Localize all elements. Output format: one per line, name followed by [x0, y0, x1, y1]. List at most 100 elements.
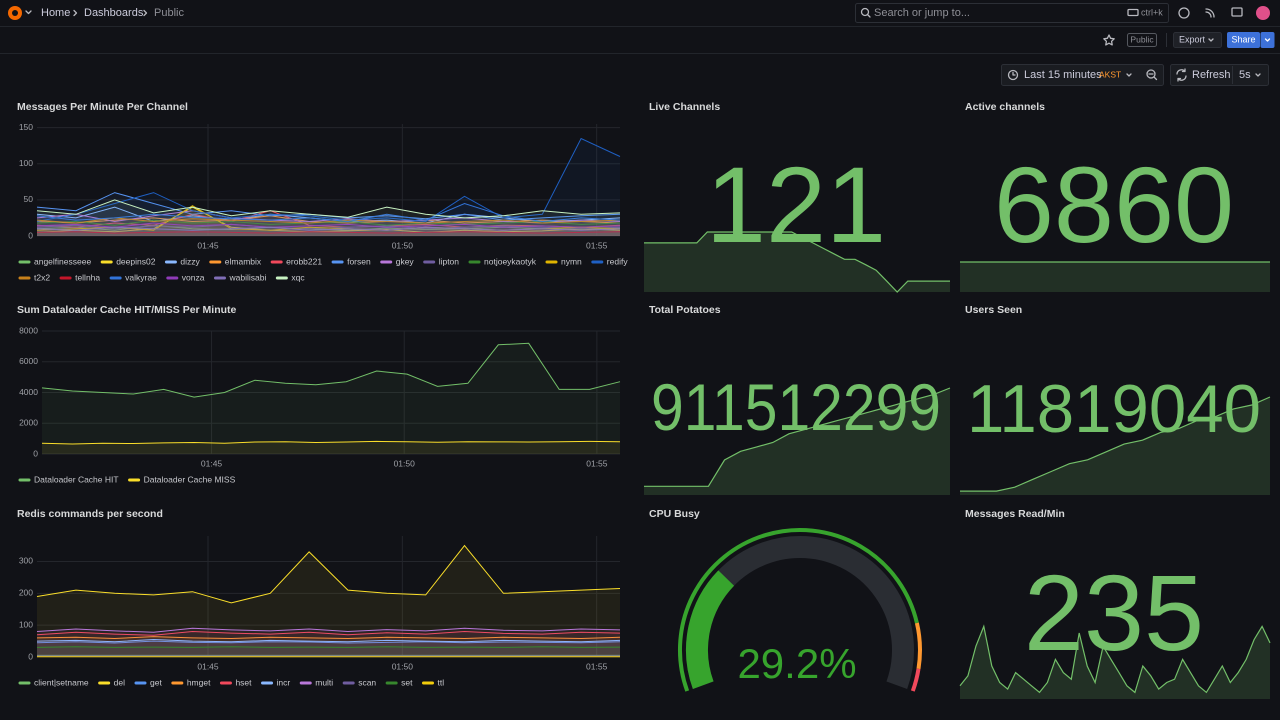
logo[interactable]	[8, 6, 32, 20]
x-tick-label: 01:50	[392, 240, 414, 250]
legend-label: valkyrae	[125, 272, 157, 282]
y-tick-label: 8000	[19, 325, 38, 335]
legend-label: del	[114, 677, 125, 687]
y-tick-label: 2000	[19, 418, 38, 428]
y-tick-label: 100	[19, 619, 33, 629]
panel-title: CPU Busy	[649, 508, 700, 520]
gauge-value	[686, 570, 735, 689]
refresh-icon	[1176, 68, 1187, 82]
button-label: Share	[1231, 34, 1255, 44]
breadcrumb: Public	[154, 7, 184, 19]
button-bg	[1170, 64, 1269, 86]
stat-value: 11819040	[967, 371, 1261, 447]
y-tick-label: 0	[33, 448, 38, 458]
clock-icon	[1007, 69, 1019, 81]
panel-title: Live Channels	[649, 101, 720, 113]
series-line	[41, 342, 621, 398]
search-box[interactable]: Search or jump to... ctrl+k	[855, 3, 1169, 23]
breadcrumb[interactable]: Home	[41, 7, 70, 19]
sparkline-line	[644, 387, 951, 487]
panel-title: Sum Dataloader Cache HIT/MISS Per Minute	[17, 304, 237, 316]
y-tick-label: 0	[28, 230, 33, 240]
legend-label: hset	[235, 677, 252, 687]
stat-value: 6860	[994, 144, 1234, 265]
x-tick-label: 01:55	[586, 458, 608, 468]
avatar[interactable]	[1256, 6, 1270, 20]
refresh-label: Refresh	[1192, 69, 1231, 81]
breadcrumb-separator	[143, 9, 148, 17]
search-placeholder: Search or jump to...	[874, 7, 970, 19]
x-tick-label: 01:45	[197, 240, 219, 250]
sparkline-area	[644, 232, 950, 292]
news-icon[interactable]	[1205, 8, 1215, 18]
share-button[interactable]: Share	[1227, 32, 1275, 48]
legend-label: set	[401, 677, 413, 687]
series-area	[37, 628, 620, 657]
series-line	[36, 630, 621, 636]
x-tick-label: 01:55	[586, 661, 608, 671]
series-line	[36, 202, 621, 223]
series-line	[36, 222, 621, 228]
chevron	[1208, 38, 1214, 42]
x-tick-label: 01:45	[201, 458, 223, 468]
sparkline-line	[644, 231, 950, 293]
breadcrumb-separator	[73, 9, 78, 17]
y-tick-label: 4000	[19, 387, 38, 397]
keyboard-icon	[1127, 8, 1139, 17]
y-tick-label: 150	[19, 122, 33, 132]
series-line	[36, 646, 621, 648]
series-area	[37, 207, 620, 236]
logo-hole	[12, 10, 18, 16]
legend-label: Dataloader Cache HIT	[34, 474, 119, 484]
legend-label: nymn	[561, 256, 582, 266]
legend-label: multi	[315, 677, 333, 687]
clock-icon	[1012, 71, 1016, 76]
button-label: Export	[1179, 34, 1206, 44]
help-icon[interactable]	[1178, 7, 1190, 19]
gauge-threshold	[914, 622, 922, 670]
series-area	[37, 205, 620, 236]
sparkline-line	[959, 624, 1271, 694]
legend-label: xqc	[291, 272, 305, 282]
legend-label: notjoeykaotyk	[484, 256, 537, 266]
series-line	[36, 210, 621, 228]
panel-title: Users Seen	[965, 304, 1022, 316]
zoom-out[interactable]	[1146, 69, 1158, 81]
series-line	[36, 636, 621, 640]
chevron	[1264, 38, 1271, 42]
series-line	[36, 638, 621, 643]
search-field	[855, 3, 1169, 23]
series-area	[37, 231, 620, 236]
legend-label: redify	[607, 256, 629, 266]
breadcrumb[interactable]: Dashboards	[84, 7, 144, 19]
refresh-picker[interactable]: Refresh 5s	[1170, 64, 1269, 86]
sparkline-line	[960, 396, 1271, 492]
timezone: AKST	[1099, 69, 1121, 79]
y-tick-label: 50	[24, 194, 34, 204]
export-button[interactable]: Export	[1173, 32, 1222, 48]
sparkline-area	[960, 626, 1270, 699]
series-line	[36, 137, 621, 223]
zoom-icon	[1148, 73, 1158, 81]
zoom-icon	[1146, 69, 1156, 79]
legend-label: angelfinesseee	[34, 256, 91, 266]
legend-label: ttl	[438, 677, 445, 687]
chevron	[1255, 73, 1261, 77]
legend-label: t2x2	[34, 272, 50, 282]
search-icon	[860, 7, 870, 17]
kiosk-icon[interactable]	[1231, 7, 1243, 17]
series-line	[36, 226, 621, 231]
time-picker[interactable]: Last 15 minutes AKST	[1001, 64, 1164, 86]
series-line	[41, 440, 621, 445]
button-bg	[1260, 32, 1275, 48]
y-tick-label: 300	[19, 556, 33, 566]
series-area	[37, 639, 620, 657]
star-button[interactable]	[1103, 34, 1115, 46]
sparkline-area	[960, 397, 1270, 495]
series-area	[42, 343, 620, 454]
legend-label: gkey	[396, 256, 415, 266]
series-line	[36, 544, 621, 604]
stat-value: 235	[1024, 552, 1204, 673]
legend-label: scan	[358, 677, 376, 687]
